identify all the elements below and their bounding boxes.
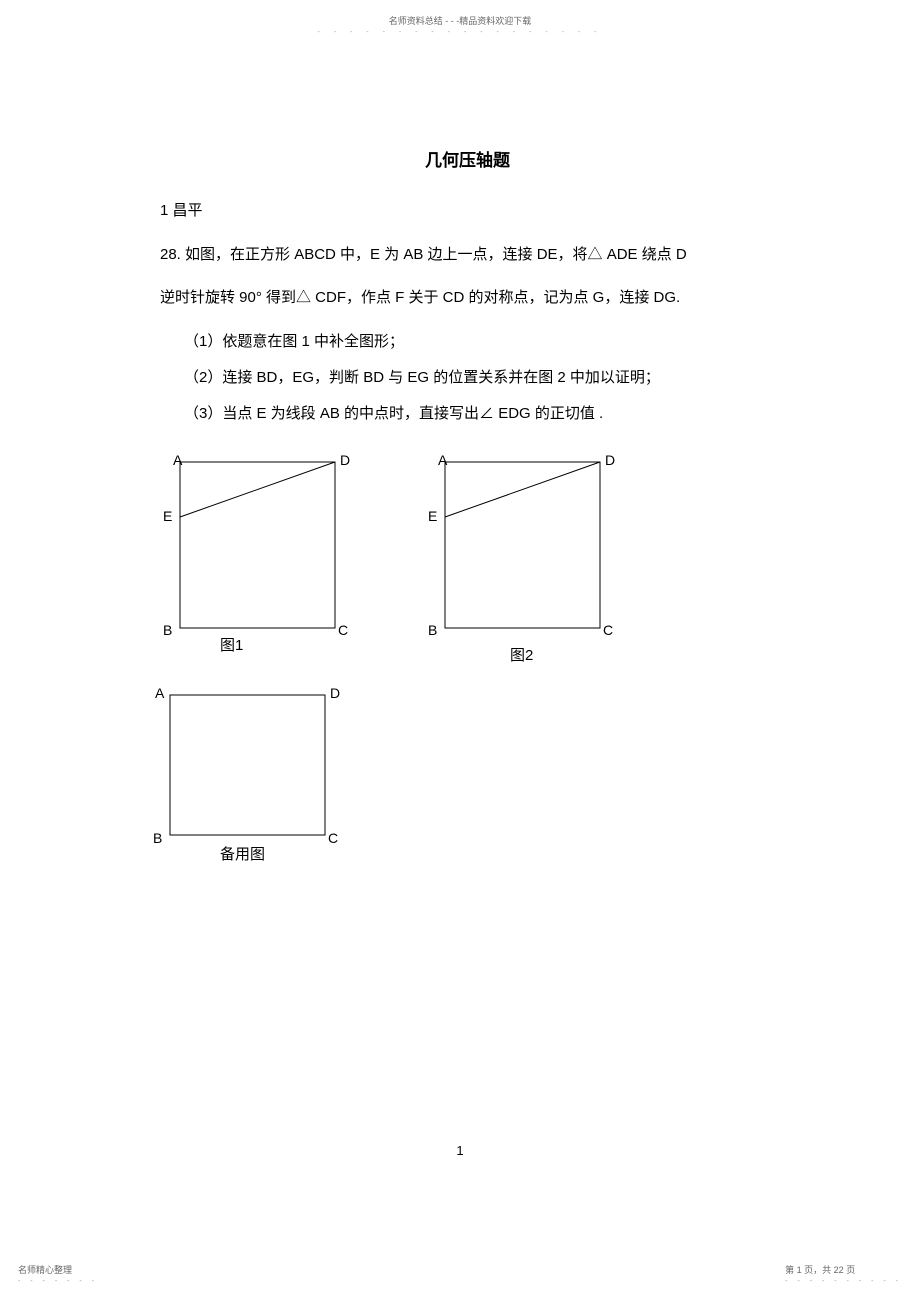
fig3-label-d: D	[330, 685, 340, 701]
problem-line1: 28. 如图，在正方形 ABCD 中，E 为 AB 边上一点，连接 DE，将△ …	[160, 238, 775, 271]
fig3-caption: 备用图	[220, 843, 265, 864]
fig1-label-c: C	[338, 622, 348, 638]
figure-3: A D B C 备用图	[160, 685, 335, 850]
problem-line2: 逆时针旋转 90° 得到△ CDF，作点 F 关于 CD 的对称点，记为点 G，…	[160, 281, 775, 314]
header-line2: - - - - - - - - - - - - - - - - - -	[0, 27, 920, 36]
main-content: 几何压轴题 1 昌平 28. 如图，在正方形 ABCD 中，E 为 AB 边上一…	[0, 36, 920, 850]
fig3-label-a: A	[155, 685, 164, 701]
footer-left-sub: - - - - - - -	[18, 1278, 98, 1285]
footer-right: 第 1 页，共 22 页 - - - - - - - - - -	[785, 1263, 902, 1285]
fig1-label-b: B	[163, 622, 172, 638]
fig2-label-b: B	[428, 622, 437, 638]
page-header: 名师资料总结 - - -精品资料欢迎下载 - - - - - - - - - -…	[0, 0, 920, 36]
figures-row-1: A D E B C 图1 A D E B C 图2	[160, 452, 775, 647]
problem-sub2: （2）连接 BD，EG，判断 BD 与 EG 的位置关系并在图 2 中加以证明；	[160, 360, 775, 396]
section-label: 1 昌平	[160, 199, 775, 220]
problem-sub3: （3）当点 E 为线段 AB 的中点时，直接写出∠ EDG 的正切值 .	[160, 396, 775, 432]
footer-right-sub: - - - - - - - - - -	[785, 1278, 902, 1285]
fig2-label-d: D	[605, 452, 615, 468]
page-title: 几何压轴题	[160, 146, 775, 171]
fig1-label-e: E	[163, 508, 172, 524]
fig2-label-a: A	[438, 452, 447, 468]
fig3-label-b: B	[153, 830, 162, 846]
figures-row-2: A D B C 备用图	[160, 685, 775, 850]
fig3-label-c: C	[328, 830, 338, 846]
figure-2-svg	[435, 452, 610, 642]
page-number: 1	[456, 1143, 463, 1158]
fig2-label-c: C	[603, 622, 613, 638]
figure-1-svg	[170, 452, 345, 642]
figure-1: A D E B C 图1	[170, 452, 345, 647]
header-line1: 名师资料总结 - - -精品资料欢迎下载	[0, 14, 920, 27]
footer-right-text: 第 1 页，共 22 页	[785, 1263, 902, 1276]
footer-left-text: 名师精心整理	[18, 1263, 98, 1276]
fig2-caption: 图2	[510, 644, 533, 665]
fig1-label-a: A	[173, 452, 182, 468]
problem-sub1: （1）依题意在图 1 中补全图形；	[160, 324, 775, 360]
figure-3-svg	[160, 685, 335, 845]
fig1-label-d: D	[340, 452, 350, 468]
figure-2: A D E B C 图2	[435, 452, 610, 647]
fig2-label-e: E	[428, 508, 437, 524]
footer-left: 名师精心整理 - - - - - - -	[18, 1263, 98, 1285]
fig1-caption: 图1	[220, 634, 243, 655]
